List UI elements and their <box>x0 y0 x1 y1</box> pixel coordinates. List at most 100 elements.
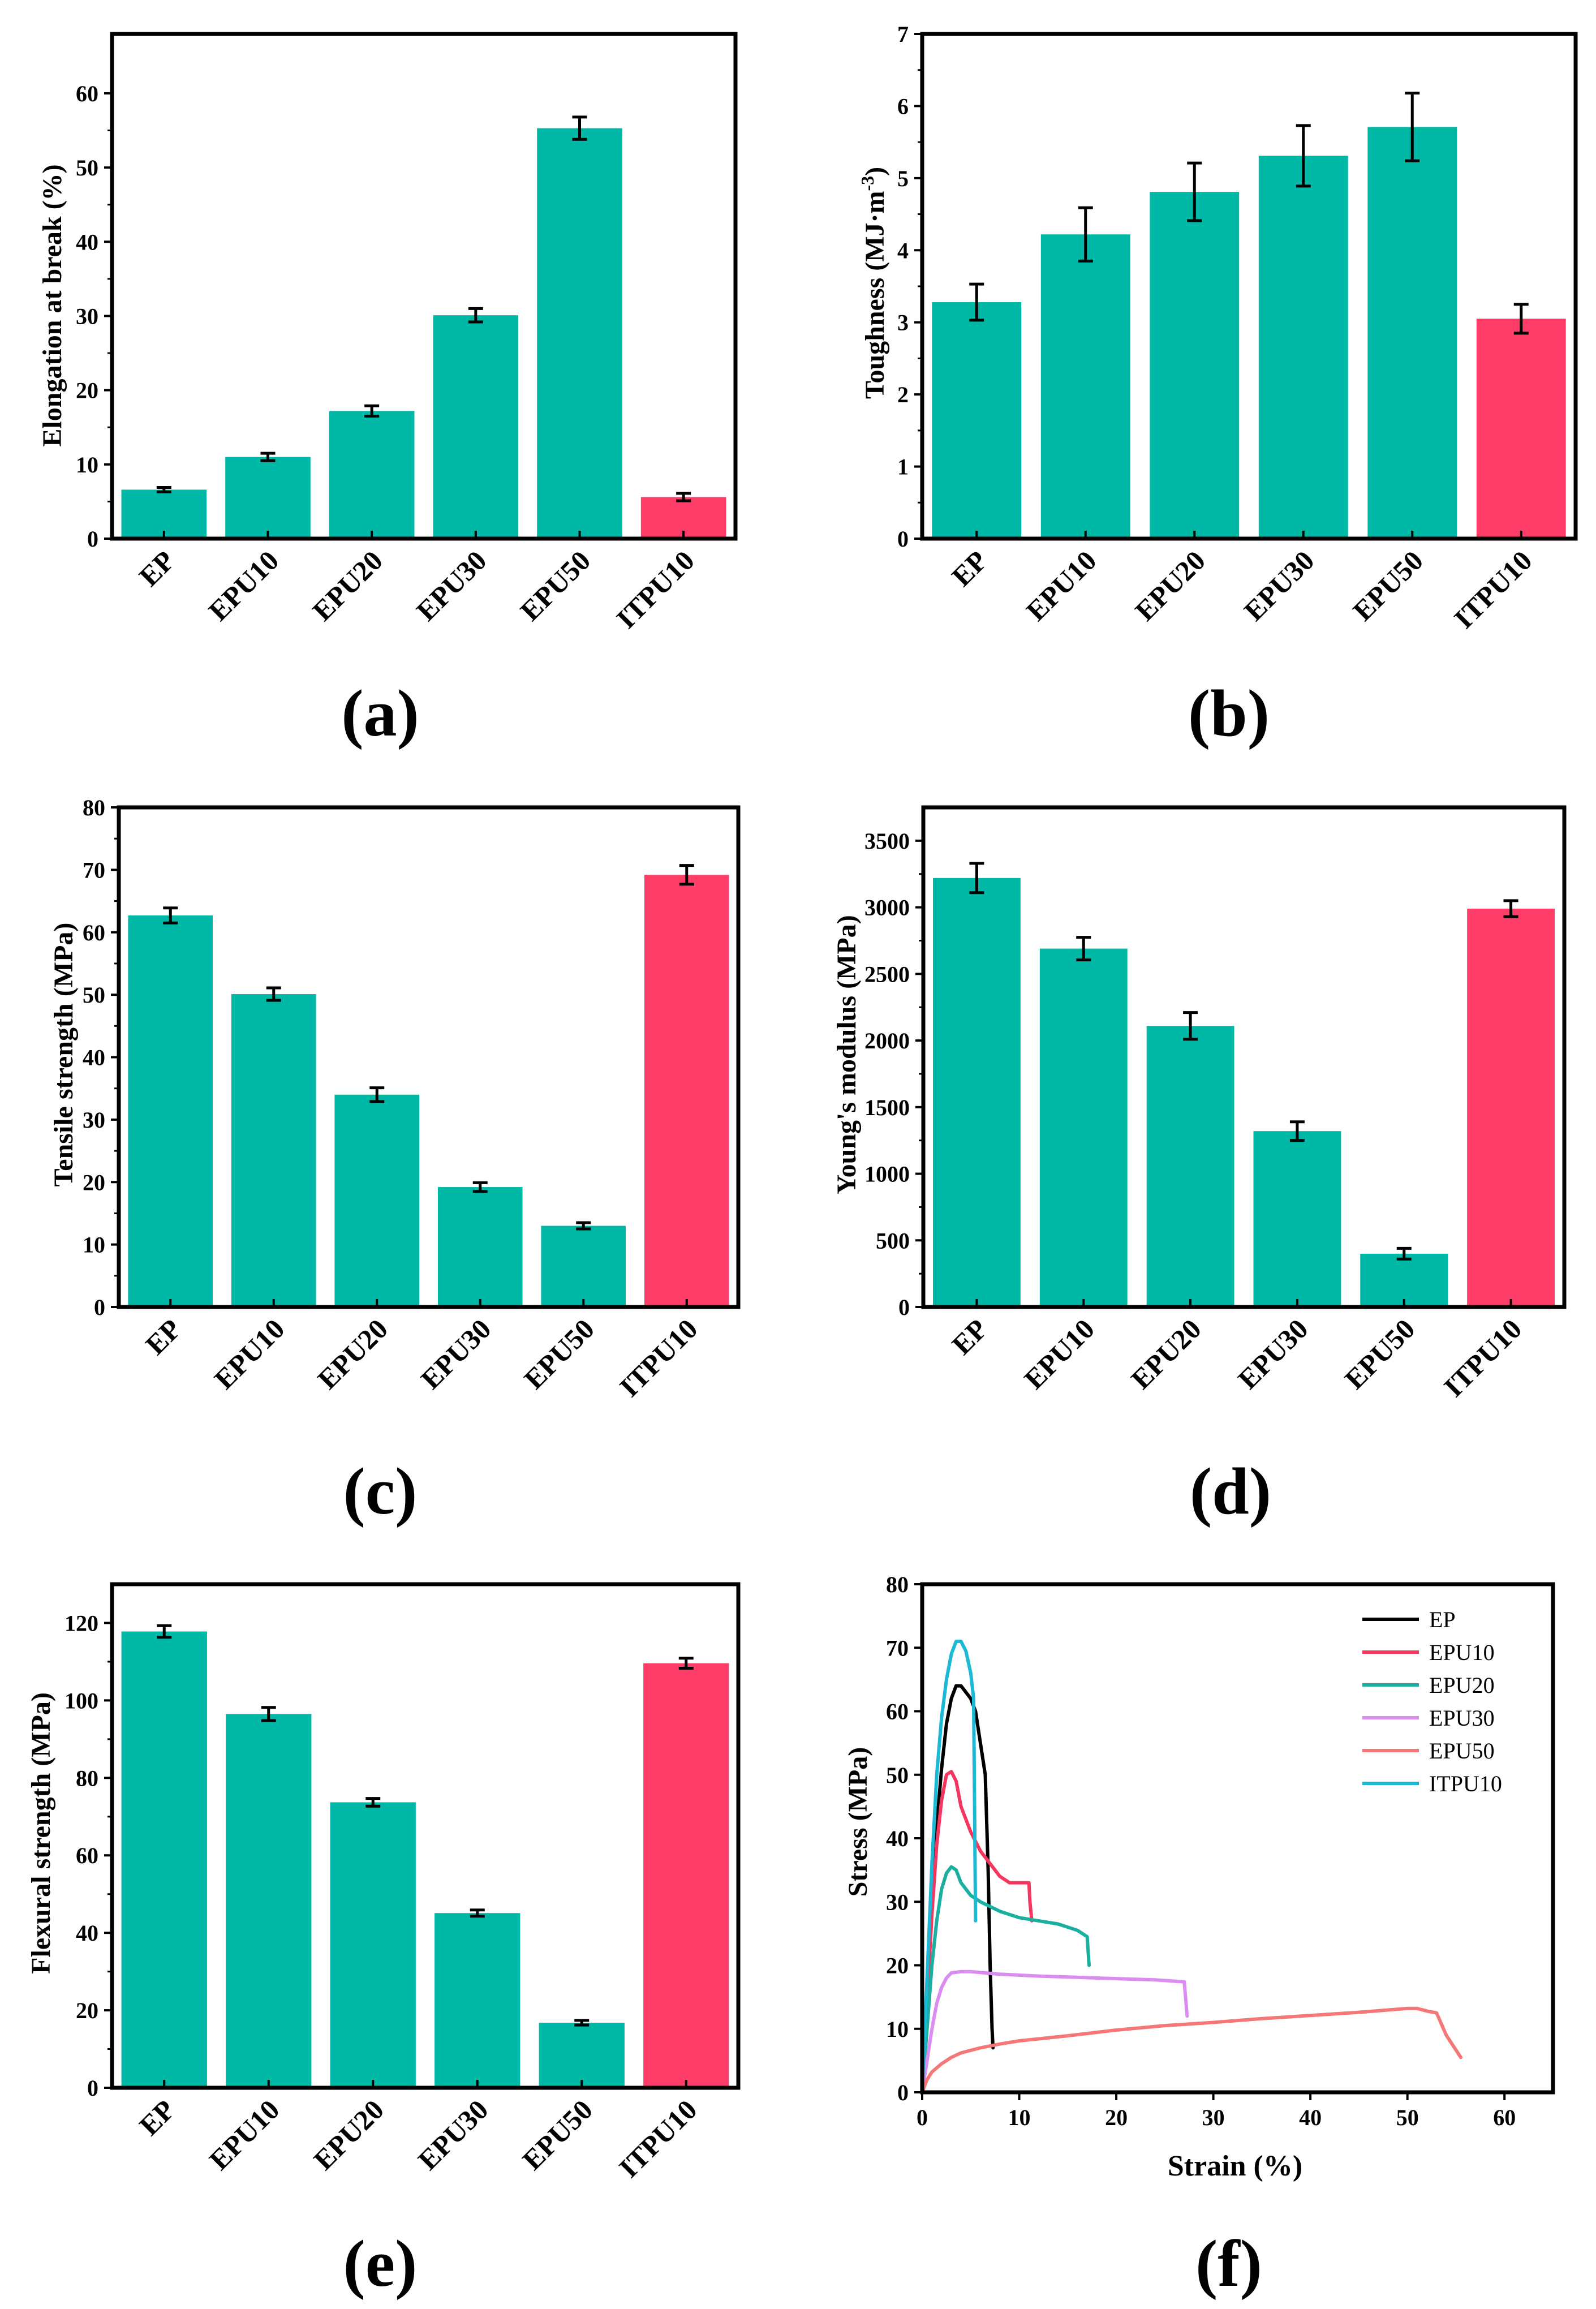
series-line-epu30 <box>920 1970 1189 2094</box>
y-tick-label: 80 <box>76 1765 98 1791</box>
panel-e-ylabel: Flexural strength (MPa) <box>26 1692 56 1974</box>
y-tick-label: 1 <box>897 454 909 480</box>
y-tick-label: 60 <box>886 1699 909 1725</box>
y-tick-label: 20 <box>76 378 98 403</box>
bar-epu10 <box>1040 234 1130 539</box>
bar-epu10 <box>226 1714 312 2088</box>
y-tick-label: 40 <box>886 1826 909 1851</box>
panel-d-label: (d) <box>1190 1454 1271 1528</box>
panel-f: 0 10 20 30 40 50 60 70 80 0 10 20 30 40 50 60 EP EPU10 EPU… <box>843 1572 1555 2301</box>
x-tick-label: 20 <box>1105 2105 1128 2130</box>
bar-ep <box>121 489 207 539</box>
y-tick-label: 3500 <box>864 828 910 854</box>
panel-c-label: (c) <box>343 1454 418 1528</box>
x-tick-label: 60 <box>1493 2105 1516 2130</box>
bar-epu50 <box>539 2022 625 2088</box>
x-tick-label: 30 <box>1202 2105 1225 2130</box>
y-tick-label: 5 <box>897 166 909 191</box>
y-tick-label: 0 <box>87 526 98 552</box>
panel-f-ylabel: Stress (MPa) <box>843 1747 873 1897</box>
panel-a-ylabel: Elongation at break (%) <box>37 164 67 446</box>
y-tick-label: 0 <box>897 526 909 552</box>
panel-b-label: (b) <box>1188 676 1270 750</box>
bar-epu50 <box>541 1226 626 1307</box>
bar-epu10 <box>231 994 316 1307</box>
y-tick-label: 4 <box>897 238 909 263</box>
bar-itpu10 <box>644 875 729 1307</box>
y-tick-label: 0 <box>87 2075 98 2101</box>
y-tick-label: 100 <box>64 1688 98 1713</box>
bar-itpu10 <box>1467 908 1555 1307</box>
bar-ep <box>932 878 1021 1307</box>
y-tick-label: 0 <box>94 1295 105 1320</box>
y-tick-label: 7 <box>897 22 909 47</box>
panel-e-plot: EP EPU10 EPU20 EPU30 EPU50 ITPU10020406080100… <box>64 1582 741 2184</box>
panel-b-ylabel-main: Toughness (MJ·m <box>860 191 890 399</box>
y-tick-label: 10 <box>83 1232 105 1258</box>
x-tick-label: 50 <box>1396 2105 1419 2130</box>
bar-epu10 <box>1039 948 1128 1307</box>
series-line-epu10 <box>920 1770 1034 2094</box>
y-tick-label: 60 <box>76 81 98 106</box>
bar-epu20 <box>329 411 415 539</box>
bar-itpu10 <box>1476 319 1566 539</box>
y-tick-label: 30 <box>886 1889 909 1915</box>
panel-f-xlabel: Strain (%) <box>1168 2150 1302 2182</box>
y-tick-label: 6 <box>897 93 909 119</box>
y-tick-label: 20 <box>76 1998 98 2023</box>
y-tick-label: 3 <box>897 310 909 336</box>
x-tick-label: 10 <box>1008 2105 1031 2130</box>
axis-frame <box>110 1582 741 2090</box>
y-tick-label: 40 <box>83 1045 105 1070</box>
bar-epu50 <box>1367 127 1457 539</box>
y-tick-label: 40 <box>76 229 98 255</box>
bar-epu20 <box>1150 192 1240 539</box>
bar-ep <box>128 915 213 1307</box>
bar-epu20 <box>330 1802 416 2088</box>
panel-d-ylabel: Young's modulus (MPa) <box>832 915 862 1194</box>
panel-f-plot: 0 10 20 30 40 50 60 70 80 0 10 20 30 40 50 60 EP EPU10 EPU… <box>886 1572 1555 2130</box>
legend-label-itpu10: ITPU10 <box>1429 1771 1502 1796</box>
legend-label-epu20: EPU20 <box>1429 1672 1495 1698</box>
series-line-epu50 <box>920 2006 1462 2094</box>
y-tick-label: 20 <box>83 1169 105 1195</box>
legend-label-ep: EP <box>1429 1607 1456 1632</box>
y-tick-label: 2000 <box>864 1028 910 1054</box>
panel-c-ylabel: Tensile strength (MPa) <box>49 923 79 1187</box>
series-line-epu20 <box>920 1865 1091 2094</box>
panel-f-label: (f) <box>1195 2226 1262 2301</box>
y-tick-label: 70 <box>886 1635 909 1661</box>
y-tick-label: 1500 <box>864 1095 910 1120</box>
y-tick-label: 2 <box>897 382 909 407</box>
x-tick-label: 0 <box>917 2105 928 2130</box>
bar-epu30 <box>437 1187 523 1307</box>
y-tick-label: 50 <box>76 155 98 180</box>
panel-e: EP EPU10 EPU20 EPU30 EPU50 ITPU10020406080100… <box>26 1582 741 2301</box>
bar-epu50 <box>537 128 622 539</box>
bar-epu30 <box>1253 1131 1341 1307</box>
series-line-itpu10 <box>920 1640 978 2094</box>
y-tick-label: 30 <box>83 1107 105 1133</box>
y-tick-label: 120 <box>64 1610 98 1636</box>
bar-epu50 <box>1360 1253 1448 1307</box>
y-tick-label: 20 <box>886 1953 909 1979</box>
y-tick-label: 60 <box>83 920 105 945</box>
bar-epu20 <box>334 1094 420 1307</box>
panel-e-label: (e) <box>343 2226 418 2301</box>
panel-b-ylabel-sup: -3 <box>857 176 877 191</box>
panel-b-ylabel: Toughness (MJ·m-3) <box>857 167 890 399</box>
panel-b-ylabel-suffix: ) <box>860 167 890 176</box>
y-tick-label: 10 <box>76 452 98 478</box>
legend-label-epu10: EPU10 <box>1429 1640 1495 1665</box>
axis-frame <box>920 1582 1555 2095</box>
bar-epu30 <box>1258 156 1348 539</box>
y-tick-label: 1000 <box>864 1162 910 1187</box>
y-tick-label: 500 <box>876 1228 910 1253</box>
y-tick-label: 80 <box>83 795 105 820</box>
y-tick-label: 70 <box>83 857 105 883</box>
axis-frame <box>117 805 741 1309</box>
y-tick-label: 50 <box>886 1762 909 1788</box>
bar-epu30 <box>435 1913 520 2088</box>
y-tick-label: 10 <box>886 2016 909 2042</box>
